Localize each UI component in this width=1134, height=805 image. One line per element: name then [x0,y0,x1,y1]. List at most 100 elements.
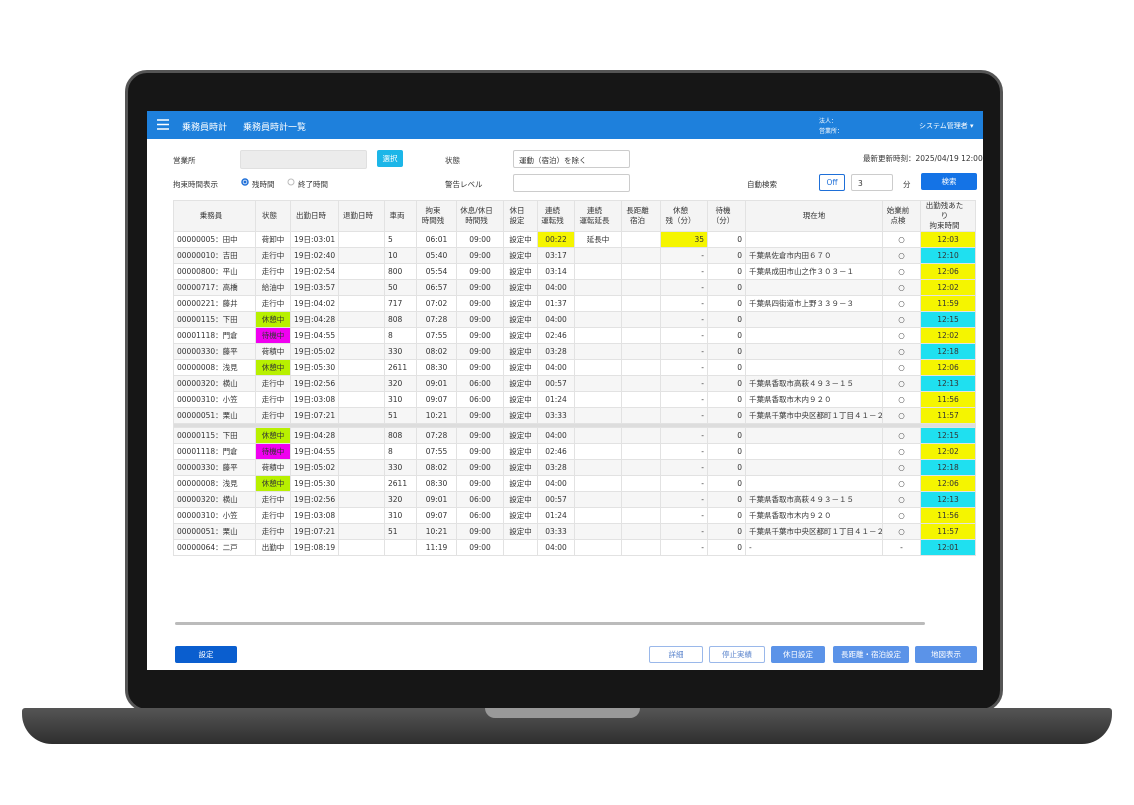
cell: 07:55 [416,443,457,460]
cell: 51 [384,407,417,424]
cell [621,443,661,460]
data-row[interactable]: 00000330：藤平 荷積中 19日:05:02 330 08:02 09:00 設定中 0… [173,343,976,360]
cell [338,327,385,344]
data-row[interactable]: 00000051：栗山 走行中 19日:07:21 51 10:21 09:00 設定中 03… [173,523,976,540]
data-row[interactable]: 00000221：藤井 走行中 19日:04:02 717 07:02 09:00 設定中 0… [173,295,976,312]
cell [621,343,661,360]
cell: 01:37 [537,295,575,312]
data-row[interactable]: 00000008：浅見 休憩中 19日:05:30 2611 08:30 09:00 設定中… [173,475,976,492]
cell: ○ [882,311,921,328]
settings-button[interactable]: 設定 [175,646,237,663]
cell: 設定中 [503,443,538,460]
cell: 09:00 [456,427,504,444]
data-row[interactable]: 00000800：平山 走行中 19日:02:54 800 05:54 09:00 設定中 0… [173,263,976,280]
cell: 走行中 [255,375,291,392]
cell: 走行中 [255,491,291,508]
data-row[interactable]: 00000005：田中 荷卸中 19日:03:01 5 06:01 09:00 設定中 00:… [173,231,976,248]
label: 営業所 [173,156,196,165]
cell: 0 [707,279,746,296]
auto-toggle[interactable]: Off [819,174,845,191]
cell: 2611 [384,359,417,376]
warning-select[interactable] [513,174,630,192]
data-row[interactable]: 00000115：下田 休憩中 19日:04:28 808 07:28 09:00 設定中 0… [173,427,976,444]
cell: 19日:05:02 [290,459,339,476]
updated-time: 最新更新時刻：2025/04/19 12:00 [863,154,983,163]
menu-icon[interactable] [157,119,169,130]
cell: ○ [882,263,921,280]
cell [574,407,622,424]
column-header: 連続 運転延長 [574,200,622,232]
data-row[interactable]: 00000115：下田 休憩中 19日:04:28 808 07:28 09:00 設定中 0… [173,311,976,328]
data-row[interactable]: 00000008：浅見 休憩中 19日:05:30 2611 08:30 09:00 設定中… [173,359,976,376]
laptop-notch [485,708,640,718]
cell [745,279,883,296]
cell [621,507,661,524]
cell: 千葉県千葉市中央区都町１丁目４１－２ [745,523,883,540]
cell: 0 [707,391,746,408]
stop-button[interactable]: 停止実績 [709,646,765,663]
data-row[interactable]: 00000717：高橋 給油中 19日:03:57 50 06:57 09:00 設定中 04… [173,279,976,296]
cell: 09:00 [456,407,504,424]
data-row[interactable]: 00000051：栗山 走行中 19日:07:21 51 10:21 09:00 設定中 03… [173,407,976,424]
user-menu[interactable]: システム管理者 ▾ [919,122,974,130]
data-row[interactable]: 00000310：小笠 走行中 19日:03:08 310 09:07 06:00 設定中 0… [173,391,976,408]
label: 警告レベル [445,180,483,189]
cell [503,539,538,556]
cell: 11:19 [416,539,457,556]
status-select[interactable]: 運動（宿泊）を除く [513,150,630,168]
detail-button[interactable]: 詳細 [649,646,703,663]
cell: 延長中 [574,231,622,248]
app-name: 乗務員時計 [182,123,228,133]
select-button[interactable]: 選択 [377,150,403,167]
cell: 35 [660,231,708,248]
cell [574,375,622,392]
cell: 千葉県香取市高萩４９３－１５ [745,375,883,392]
cell: 00000064：二戸 [173,539,256,556]
interval-select[interactable]: 3 [851,174,893,191]
cell [574,279,622,296]
holiday-button[interactable]: 休日設定 [771,646,825,663]
column-header: 待機 （分） [707,200,746,232]
data-row[interactable]: 00000010：吉田 走行中 19日:02:40 10 05:40 09:00 設定中 03… [173,247,976,264]
office-input[interactable] [240,150,367,169]
search-button[interactable]: 検索 [921,173,977,190]
data-row[interactable]: 00001118：門倉 待機中 19日:04:55 8 07:55 09:00 設定中 02:… [173,443,976,460]
cell: 0 [707,327,746,344]
cell: - [660,407,708,424]
cell: 08:30 [416,475,457,492]
cell [574,263,622,280]
map-button[interactable]: 地図表示 [915,646,977,663]
data-row[interactable]: 00000320：横山 走行中 19日:02:56 320 09:01 06:00 設定中 0… [173,375,976,392]
cell [574,247,622,264]
cell: 11:57 [920,407,976,424]
cell [621,407,661,424]
data-row[interactable]: 00001118：門倉 待機中 19日:04:55 8 07:55 09:00 設定中 02:… [173,327,976,344]
cell: 08:02 [416,343,457,360]
cell: - [660,459,708,476]
cell: 07:28 [416,311,457,328]
cell: ○ [882,295,921,312]
cell: 00:57 [537,491,575,508]
data-row[interactable]: 00000310：小笠 走行中 19日:03:08 310 09:07 06:00 設定中 0… [173,507,976,524]
cell: 04:00 [537,427,575,444]
cell: 19日:04:28 [290,427,339,444]
cell [574,523,622,540]
cell: 19日:05:30 [290,359,339,376]
cell: ○ [882,523,921,540]
cell: ○ [882,231,921,248]
cell: 0 [707,443,746,460]
data-row[interactable]: 00000320：横山 走行中 19日:02:56 320 09:01 06:00 設定中 0… [173,491,976,508]
radio-on[interactable] [241,178,249,186]
radio-off[interactable] [287,178,295,186]
cell [574,427,622,444]
data-row[interactable]: 00000330：藤平 荷積中 19日:05:02 330 08:02 09:00 設定中 0… [173,459,976,476]
column-header: 出勤残あたり 拘束時間 [920,200,976,232]
scrollbar[interactable] [175,622,925,625]
column-header: 出勤日時 [290,200,339,232]
cell: 06:00 [456,391,504,408]
cell: 04:00 [537,475,575,492]
cell: 0 [707,231,746,248]
cell: 00000310：小笠 [173,391,256,408]
data-row[interactable]: 00000064：二戸 出勤中 19日:08:19 11:19 09:00 04:00-0… [173,539,976,556]
long-button[interactable]: 長距離・宿泊設定 [833,646,909,663]
